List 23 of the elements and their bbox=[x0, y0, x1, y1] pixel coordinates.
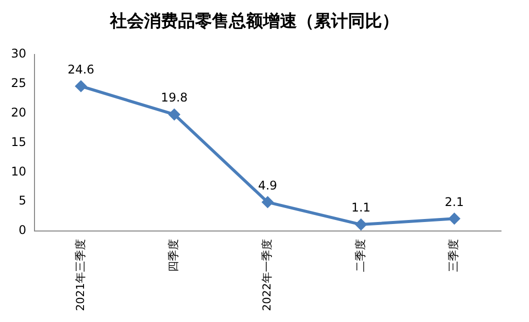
point bbox=[168, 108, 180, 120]
x-tick-label: 2021年三季度 bbox=[74, 239, 87, 312]
point bbox=[355, 219, 366, 230]
x-tick-label: 二季度 bbox=[354, 239, 367, 272]
y-tick-label: 5 bbox=[18, 194, 26, 208]
chart-title: 社会消费品零售总额增速（累计同比） bbox=[109, 12, 399, 32]
point bbox=[448, 213, 460, 224]
data-label: 4.9 bbox=[258, 178, 278, 192]
point bbox=[75, 80, 86, 92]
y-tick-label: 30 bbox=[10, 46, 26, 61]
data-label: 19.8 bbox=[160, 90, 188, 105]
x-tick-label: 2022年一季度 bbox=[260, 239, 274, 312]
data-label: 2.1 bbox=[444, 194, 464, 209]
data-label: 24.6 bbox=[68, 62, 94, 76]
x-tick-label: 三季度 bbox=[447, 239, 460, 272]
data-label: 1.1 bbox=[351, 200, 371, 215]
y-tick-label: 10 bbox=[10, 164, 26, 178]
x-tick-label: 四季度 bbox=[167, 239, 180, 272]
y-tick-label: 20 bbox=[10, 105, 26, 120]
y-tick-label: 0 bbox=[18, 223, 26, 238]
y-tick-label: 25 bbox=[10, 76, 26, 90]
y-tick-label: 15 bbox=[10, 134, 26, 149]
point bbox=[262, 196, 274, 208]
